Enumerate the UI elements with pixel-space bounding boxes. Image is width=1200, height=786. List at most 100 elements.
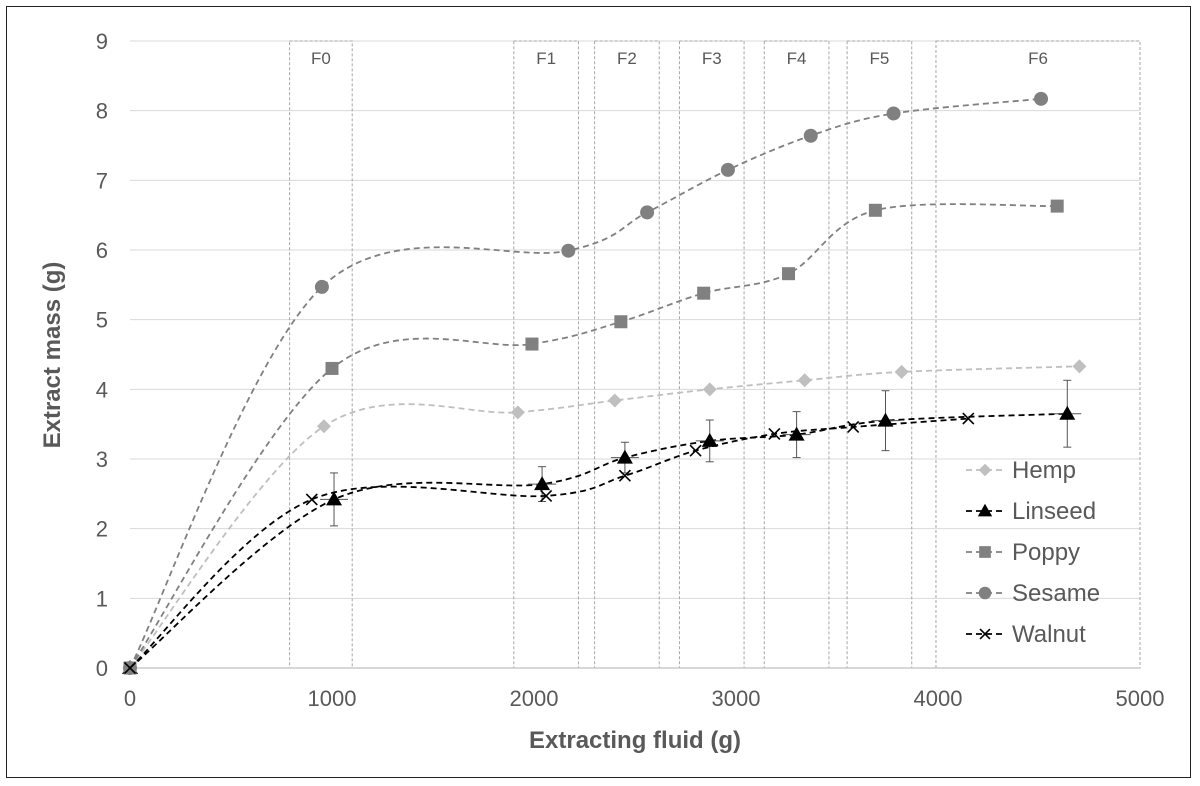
cross-stroke	[847, 420, 860, 434]
data-point-walnut	[540, 489, 553, 502]
data-point-sesame	[314, 279, 329, 294]
series-sesame	[123, 91, 1049, 675]
y-tick-label: 5	[96, 308, 108, 333]
region-f4-box	[763, 40, 830, 669]
data-point-walnut	[768, 427, 781, 440]
y-tick-label: 6	[96, 238, 108, 263]
legend-marker-hemp	[978, 463, 992, 477]
region-label: F0	[311, 49, 331, 68]
legend-label: Poppy	[1012, 539, 1080, 566]
series-walnut	[123, 412, 975, 675]
data-point-hemp	[607, 393, 622, 408]
data-point-poppy	[782, 267, 796, 281]
y-tick-label: 2	[96, 517, 108, 542]
y-tick-label: 9	[96, 29, 108, 54]
data-point-walnut	[847, 420, 860, 434]
cross-stroke	[123, 661, 137, 675]
region-f1-box	[513, 40, 579, 669]
legend-marker-linseed	[977, 503, 993, 517]
legend-label: Sesame	[1012, 580, 1100, 607]
data-point-hemp	[510, 405, 525, 420]
cross-stroke	[540, 489, 553, 502]
region-label: F5	[869, 49, 889, 68]
data-point-linseed	[701, 432, 718, 447]
data-point-linseed	[534, 476, 551, 491]
x-tick-label: 1000	[308, 686, 357, 711]
data-point-poppy	[868, 203, 882, 217]
legend-marker-sesame	[978, 586, 992, 600]
data-point-poppy	[525, 337, 539, 351]
x-tick-label: 4000	[914, 686, 963, 711]
y-tick-label: 7	[96, 168, 108, 193]
region-layer: F0 F1 F2 F3 F4 F5 F6	[289, 40, 1141, 669]
region-f6-box	[935, 40, 1141, 669]
y-tick-label: 8	[96, 99, 108, 124]
data-point-walnut	[305, 493, 318, 506]
series-layer	[122, 91, 1087, 675]
series-line-walnut	[129, 417, 969, 669]
data-point-poppy	[614, 315, 628, 329]
cross-stroke	[618, 469, 631, 482]
data-point-sesame	[640, 205, 655, 220]
region-label: F3	[702, 49, 722, 68]
series-hemp	[123, 359, 1087, 675]
y-tick-label: 0	[96, 656, 108, 681]
legend-item-poppy: Poppy	[966, 539, 1080, 566]
legend-item-linseed: Linseed	[966, 498, 1096, 525]
region-f2-box	[594, 40, 660, 669]
data-point-sesame	[720, 162, 735, 177]
y-tick-label: 1	[96, 586, 108, 611]
data-point-hemp	[894, 364, 909, 379]
data-point-linseed	[788, 426, 805, 441]
legend-item-sesame: Sesame	[966, 580, 1100, 607]
data-point-poppy	[325, 361, 339, 375]
data-point-hemp	[316, 419, 331, 434]
data-point-walnut	[618, 469, 631, 482]
y-axis-title: Extract mass (g)	[39, 262, 66, 449]
region-f3-box	[678, 40, 745, 669]
y-tick-label: 3	[96, 447, 108, 472]
y-tick-label: 4	[96, 377, 108, 402]
data-point-walnut	[123, 661, 137, 675]
legend-item-walnut: Walnut	[966, 621, 1086, 648]
data-point-linseed	[326, 491, 343, 506]
region-label: F1	[536, 49, 556, 68]
legend-label: Linseed	[1012, 498, 1096, 525]
legend-label: Hemp	[1012, 457, 1076, 484]
data-point-poppy	[1050, 199, 1064, 213]
data-point-linseed	[877, 412, 894, 427]
legend-marker-walnut	[979, 628, 991, 640]
legend-item-hemp: Hemp	[966, 457, 1076, 484]
data-point-walnut	[962, 412, 975, 425]
region-label: F2	[617, 49, 637, 68]
series-line-sesame	[129, 97, 1042, 669]
data-point-hemp	[1072, 359, 1087, 374]
legend-marker-poppy	[979, 546, 991, 558]
x-tick-label: 3000	[712, 686, 761, 711]
region-label: F4	[787, 49, 807, 68]
cross-stroke	[305, 493, 318, 506]
data-point-linseed	[616, 449, 633, 464]
data-point-hemp	[702, 382, 717, 397]
series-line-hemp	[129, 365, 1080, 669]
data-point-hemp	[797, 373, 812, 388]
axis-layer: 0 1 2 3 4 5 6 7 8 9 0 1000 2000 3000 4000 5000	[96, 29, 1165, 711]
series-poppy	[123, 199, 1064, 675]
x-tick-label: 0	[124, 686, 136, 711]
legend-label: Walnut	[1012, 621, 1086, 648]
cross-stroke	[689, 444, 702, 457]
data-point-walnut	[689, 444, 702, 457]
region-f5-box	[846, 40, 913, 669]
legend-layer: Hemp Linseed Poppy Sesame Walnut	[966, 457, 1100, 648]
cross-stroke	[768, 427, 781, 440]
series-line-linseed	[129, 412, 1068, 669]
cross-stroke	[979, 628, 991, 640]
x-axis-title: Extracting fluid (g)	[529, 727, 741, 754]
data-point-poppy	[697, 286, 711, 300]
data-point-sesame	[803, 128, 818, 143]
chart-frame	[6, 6, 1191, 778]
data-point-sesame	[561, 243, 576, 258]
data-point-linseed	[1059, 405, 1076, 420]
x-tick-label: 5000	[1116, 686, 1165, 711]
